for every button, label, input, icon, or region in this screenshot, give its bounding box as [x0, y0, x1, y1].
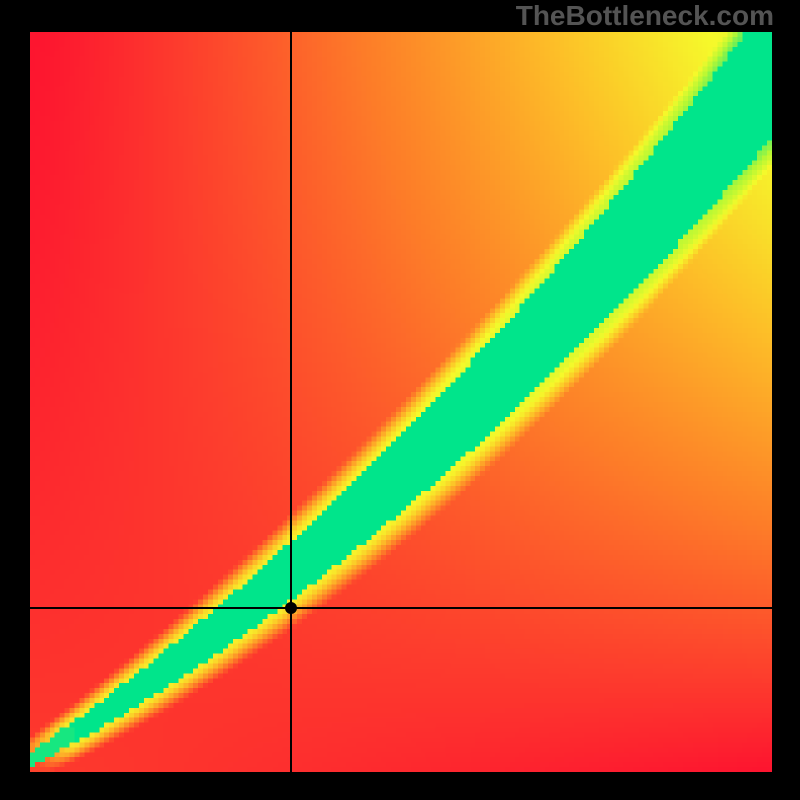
- crosshair-horizontal: [30, 607, 772, 609]
- watermark-text: TheBottleneck.com: [516, 0, 774, 32]
- bottleneck-heatmap: [30, 32, 772, 772]
- crosshair-vertical: [290, 32, 292, 772]
- current-point-marker: [285, 602, 297, 614]
- chart-container: TheBottleneck.com: [0, 0, 800, 800]
